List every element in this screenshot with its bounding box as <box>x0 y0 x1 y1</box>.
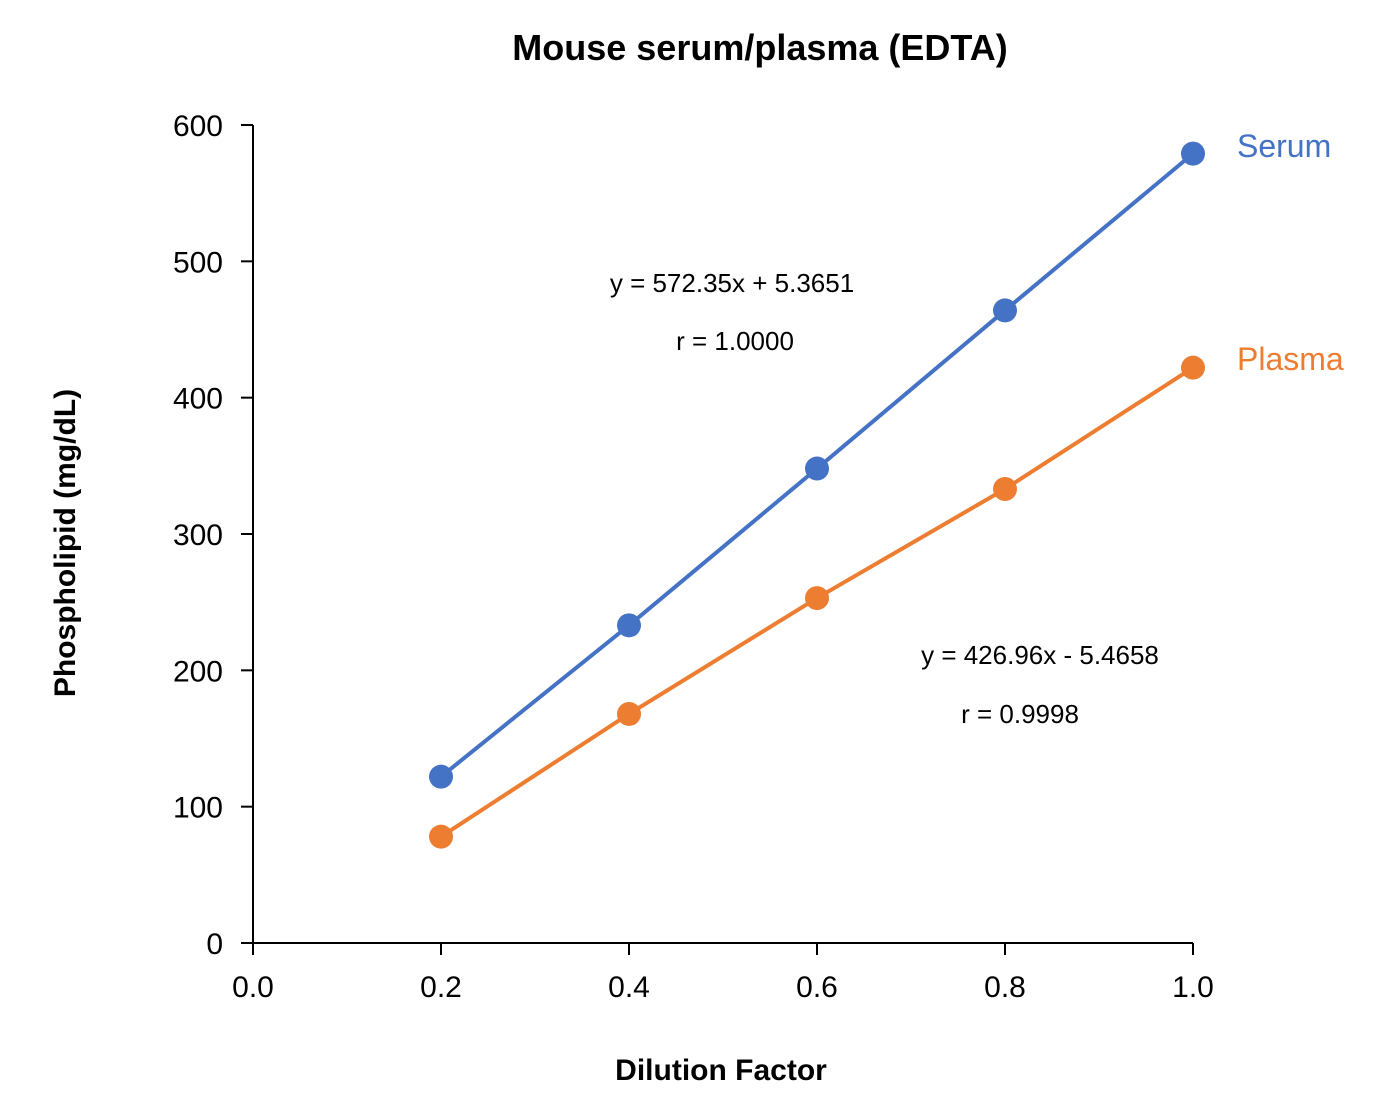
legend-serum: Serum <box>1237 128 1331 164</box>
x-tick-label: 0.2 <box>420 971 462 1004</box>
serum-point <box>617 613 641 638</box>
y-tick-label: 500 <box>173 246 223 279</box>
plasma-equation: y = 426.96x - 5.4658 <box>921 640 1159 670</box>
serum-point <box>1181 141 1205 166</box>
legend-plasma: Plasma <box>1237 341 1344 377</box>
serum-r: r = 1.0000 <box>676 326 794 356</box>
x-tick-label: 1.0 <box>1172 971 1214 1004</box>
serum-equation: y = 572.35x + 5.3651 <box>610 268 854 298</box>
serum-point <box>805 456 829 481</box>
serum-point <box>429 764 453 789</box>
y-tick-label: 300 <box>173 519 223 552</box>
x-tick-label: 0.0 <box>232 971 274 1004</box>
y-tick-label: 100 <box>173 792 223 825</box>
y-axis-label: Phospholipid (mg/dL) <box>49 389 82 697</box>
x-axis-label: Dilution Factor <box>615 1054 827 1087</box>
x-tick-label: 0.8 <box>984 971 1026 1004</box>
plasma-r: r = 0.9998 <box>961 699 1079 729</box>
serum-point <box>993 298 1017 323</box>
x-tick-label: 0.4 <box>608 971 650 1004</box>
y-tick-label: 0 <box>206 928 223 961</box>
y-tick-label: 200 <box>173 655 223 688</box>
plasma-point <box>805 586 829 611</box>
plasma-point <box>617 701 641 726</box>
plasma-point <box>993 477 1017 502</box>
chart-title: Mouse serum/plasma (EDTA) <box>512 27 1007 68</box>
x-tick-label: 0.6 <box>796 971 838 1004</box>
y-tick-label: 400 <box>173 383 223 416</box>
plasma-point <box>429 824 453 849</box>
y-tick-label: 600 <box>173 110 223 143</box>
plasma-point <box>1181 355 1205 380</box>
